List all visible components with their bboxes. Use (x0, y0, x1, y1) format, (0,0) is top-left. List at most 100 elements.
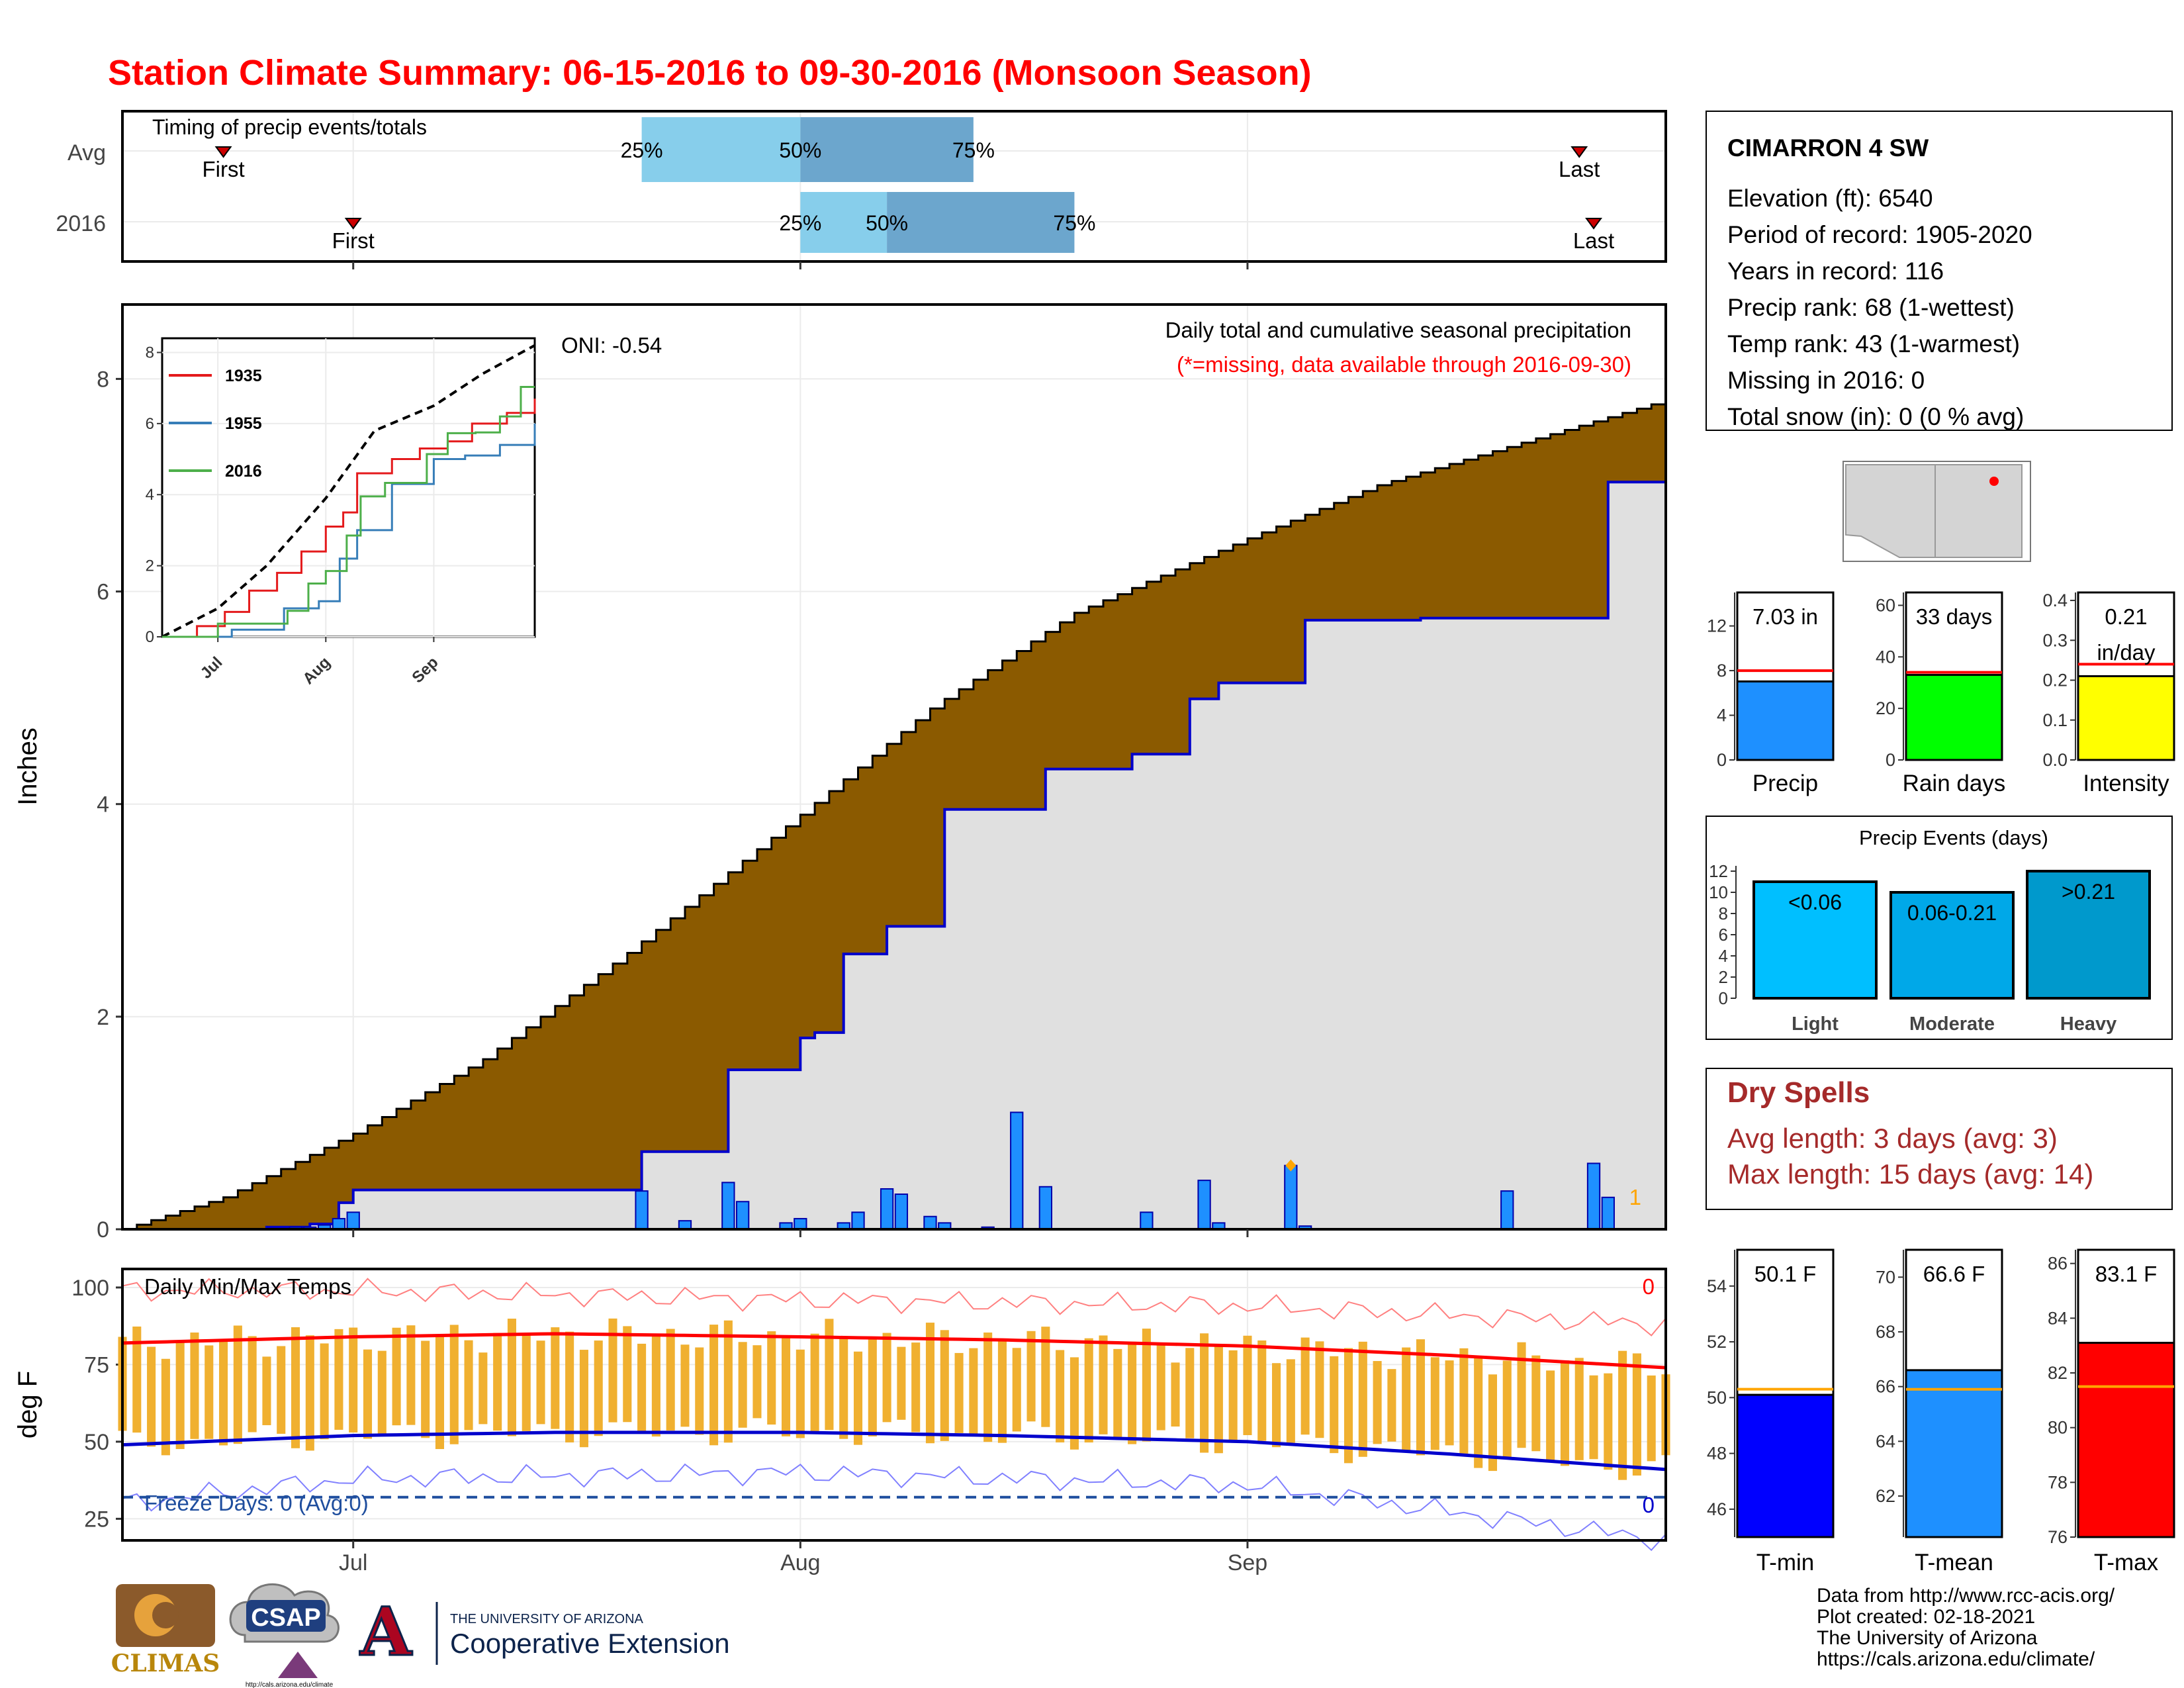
daily-precip-bar (923, 1215, 937, 1231)
timing-bar-lower (641, 117, 801, 182)
daily-temp-bar (1604, 1373, 1613, 1470)
daily-temp-bar (1416, 1339, 1426, 1456)
precip-plot (122, 400, 1667, 1231)
station-info-line: Total snow (in): 0 (0 % avg) (1727, 403, 2024, 430)
temp-summary-value: 50.1 F (1754, 1262, 1817, 1286)
daily-temp-bar (1574, 1358, 1584, 1460)
x-axis: Jul Aug Sep (339, 261, 1267, 1575)
daily-temp-bar (723, 1320, 733, 1443)
daily-temp-bar (997, 1340, 1007, 1443)
daily-temp-bar (1402, 1347, 1411, 1450)
daily-temp-bar (233, 1325, 242, 1444)
events-ytick-label: 10 (1709, 882, 1728, 902)
daily-temp-bar (435, 1335, 445, 1450)
dry-spells-frame (1706, 1068, 2173, 1210)
inset-series-line (162, 423, 536, 638)
daily-precip-bar (721, 1182, 735, 1231)
daily-temp-bar (1272, 1363, 1281, 1448)
precip-ylabel: Inches (13, 727, 42, 806)
daily-temp-bar (1358, 1341, 1367, 1457)
temp-count-min: 0 (1643, 1493, 1655, 1517)
inset-legend: 1935 1955 2016 (169, 367, 262, 481)
precip-event-label: Light (1792, 1013, 1839, 1035)
precip-ytick-label: 4 (97, 792, 109, 818)
daily-temp-bar (1214, 1345, 1223, 1454)
daily-temp-bar (421, 1340, 430, 1438)
daily-temp-bar (594, 1340, 603, 1436)
inset-series-line (162, 386, 535, 638)
daily-temp-bar (1243, 1335, 1252, 1435)
daily-temp-bar (493, 1333, 502, 1431)
daily-temp-bar (1300, 1337, 1310, 1435)
freeze-note: Freeze Days: 0 (Avg:0) (144, 1491, 369, 1515)
summary-value-label: 7.03 in (1752, 604, 1818, 629)
timing-bar-upper (800, 117, 974, 182)
summary-ytick-label: 8 (1717, 661, 1727, 680)
precip-ytick-label: 0 (97, 1217, 109, 1243)
temp-summary-label: T-min (1756, 1550, 1815, 1575)
daily-precip-bar (851, 1211, 865, 1231)
daily-temp-bar (536, 1340, 545, 1425)
csap-logo-text: CSAP (251, 1604, 321, 1632)
daily-temp-bar (478, 1352, 488, 1425)
csap-url: http://cals.arizona.edu/climate (246, 1681, 334, 1688)
daily-temp-bar (767, 1331, 776, 1425)
inset-ytick-label: 6 (146, 415, 154, 433)
daily-temp-bar (175, 1340, 185, 1450)
summary-ytick-label: 0.1 (2042, 710, 2068, 730)
summary-value-unit: in/day (2097, 640, 2156, 665)
daily-temp-bar (1445, 1360, 1454, 1446)
precip-events-title: Precip Events (days) (1859, 826, 2048, 849)
temp-ytick-label: 75 (84, 1352, 109, 1378)
inset-legend-label: 1935 (225, 367, 262, 385)
timing-bar-upper (887, 192, 1075, 253)
temp-summary-ytick-label: 62 (1876, 1486, 1895, 1506)
precip-event-range: <0.06 (1788, 890, 1842, 914)
daily-temp-bar (853, 1351, 863, 1445)
dry-spells-title: Dry Spells (1727, 1076, 1870, 1109)
daily-temp-bar (1056, 1350, 1065, 1443)
timing-pct-label: 50% (779, 138, 821, 162)
ua-block-a: A (359, 1593, 412, 1671)
summary-ytick-label: 0 (1717, 750, 1727, 770)
timing-pct-label: 75% (1053, 211, 1095, 235)
inset-ytick-label: 2 (146, 557, 154, 575)
summary-bar-label: Intensity (2083, 771, 2169, 796)
precip-missing-count: 1 (1629, 1185, 1641, 1209)
missing-data-marker (1285, 1159, 1297, 1172)
precip-event-bar (2026, 870, 2151, 1000)
temp-ytick-label: 100 (71, 1276, 109, 1301)
daily-temp-bar (954, 1352, 964, 1433)
daily-temp-bar (305, 1335, 314, 1451)
inset-legend-label: 1955 (225, 414, 262, 433)
daily-temp-bar (291, 1327, 300, 1448)
daily-temp-bar (651, 1336, 660, 1437)
summary-bar (1905, 674, 2003, 761)
daily-temp-bar (1200, 1333, 1209, 1453)
temp-summary-value: 83.1 F (2095, 1262, 2158, 1286)
station-info-frame (1706, 111, 2173, 431)
summary-ytick-label: 60 (1876, 595, 1895, 615)
daily-precip-bar (346, 1211, 360, 1231)
inset-avg-line (161, 344, 535, 638)
daily-temp-bar (695, 1347, 704, 1435)
daily-temp-bar (1459, 1348, 1469, 1454)
daily-temp-bar (1128, 1341, 1137, 1444)
daily-temp-bar (940, 1330, 949, 1441)
events-ytick-label: 12 (1709, 861, 1728, 881)
x-tick-label: Jul (339, 1550, 367, 1575)
daily-temp-bar (1084, 1338, 1093, 1443)
avg-max-line (122, 1332, 1666, 1370)
station-info-line: Temp rank: 43 (1-warmest) (1727, 330, 2020, 357)
daily-temp-bar (623, 1326, 632, 1423)
ua-coop-text: Cooperative Extension (450, 1628, 730, 1659)
daily-temp-bar (1618, 1350, 1627, 1480)
daily-precip-bar (794, 1217, 807, 1230)
summary-ytick-label: 0.2 (2042, 671, 2068, 690)
inset-ytick-label: 4 (146, 486, 154, 504)
daily-temp-bar (680, 1344, 690, 1427)
timing-pct-label: 50% (866, 211, 908, 235)
timing-pct-label: 25% (621, 138, 663, 162)
